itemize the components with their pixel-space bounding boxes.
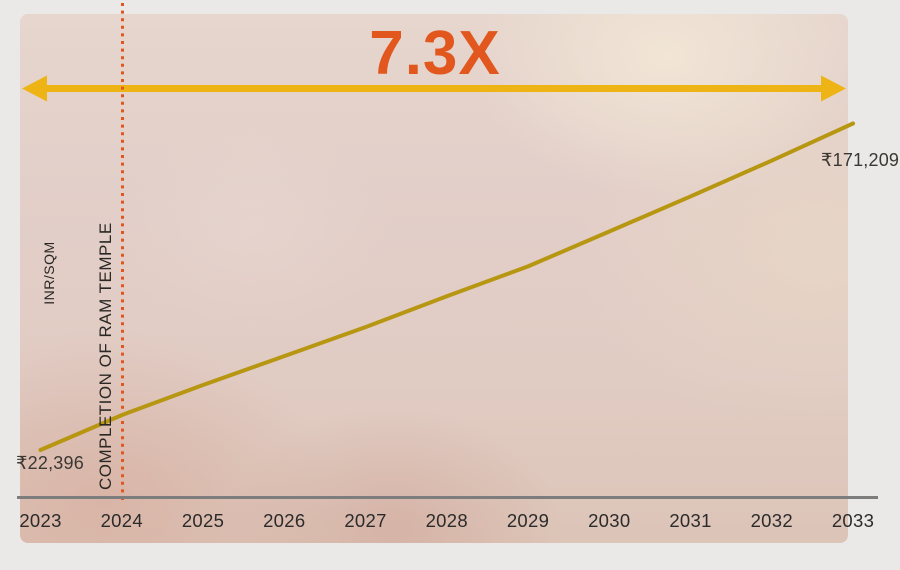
x-tick-label: 2029	[506, 510, 550, 531]
end-value-label: ₹171,209	[821, 150, 900, 170]
x-tick-label: 2030	[588, 510, 631, 531]
y-axis-label: INR/SQM	[41, 241, 57, 305]
x-tick-label: 2023	[19, 510, 62, 531]
growth-arrow-right-head	[821, 75, 846, 102]
x-tick-label: 2024	[100, 510, 143, 531]
x-tick-label: 2025	[181, 510, 225, 531]
price-trend-line	[38, 121, 855, 452]
x-tick-label: 2033	[831, 510, 875, 531]
annotation-label: COMPLETION OF RAM TEMPLE	[96, 222, 115, 490]
x-tick-label: 2027	[344, 510, 387, 531]
x-tick-label: 2031	[669, 510, 712, 531]
x-tick-label: 2032	[750, 510, 793, 531]
x-tick-label: 2026	[263, 510, 306, 531]
growth-arrow-left-head	[22, 75, 47, 102]
faded-temple-background-image	[20, 14, 848, 543]
start-value-label: ₹22,396	[16, 453, 84, 473]
x-tick-label: 2028	[425, 510, 468, 531]
growth-multiple-label: 7.3X	[369, 19, 501, 88]
